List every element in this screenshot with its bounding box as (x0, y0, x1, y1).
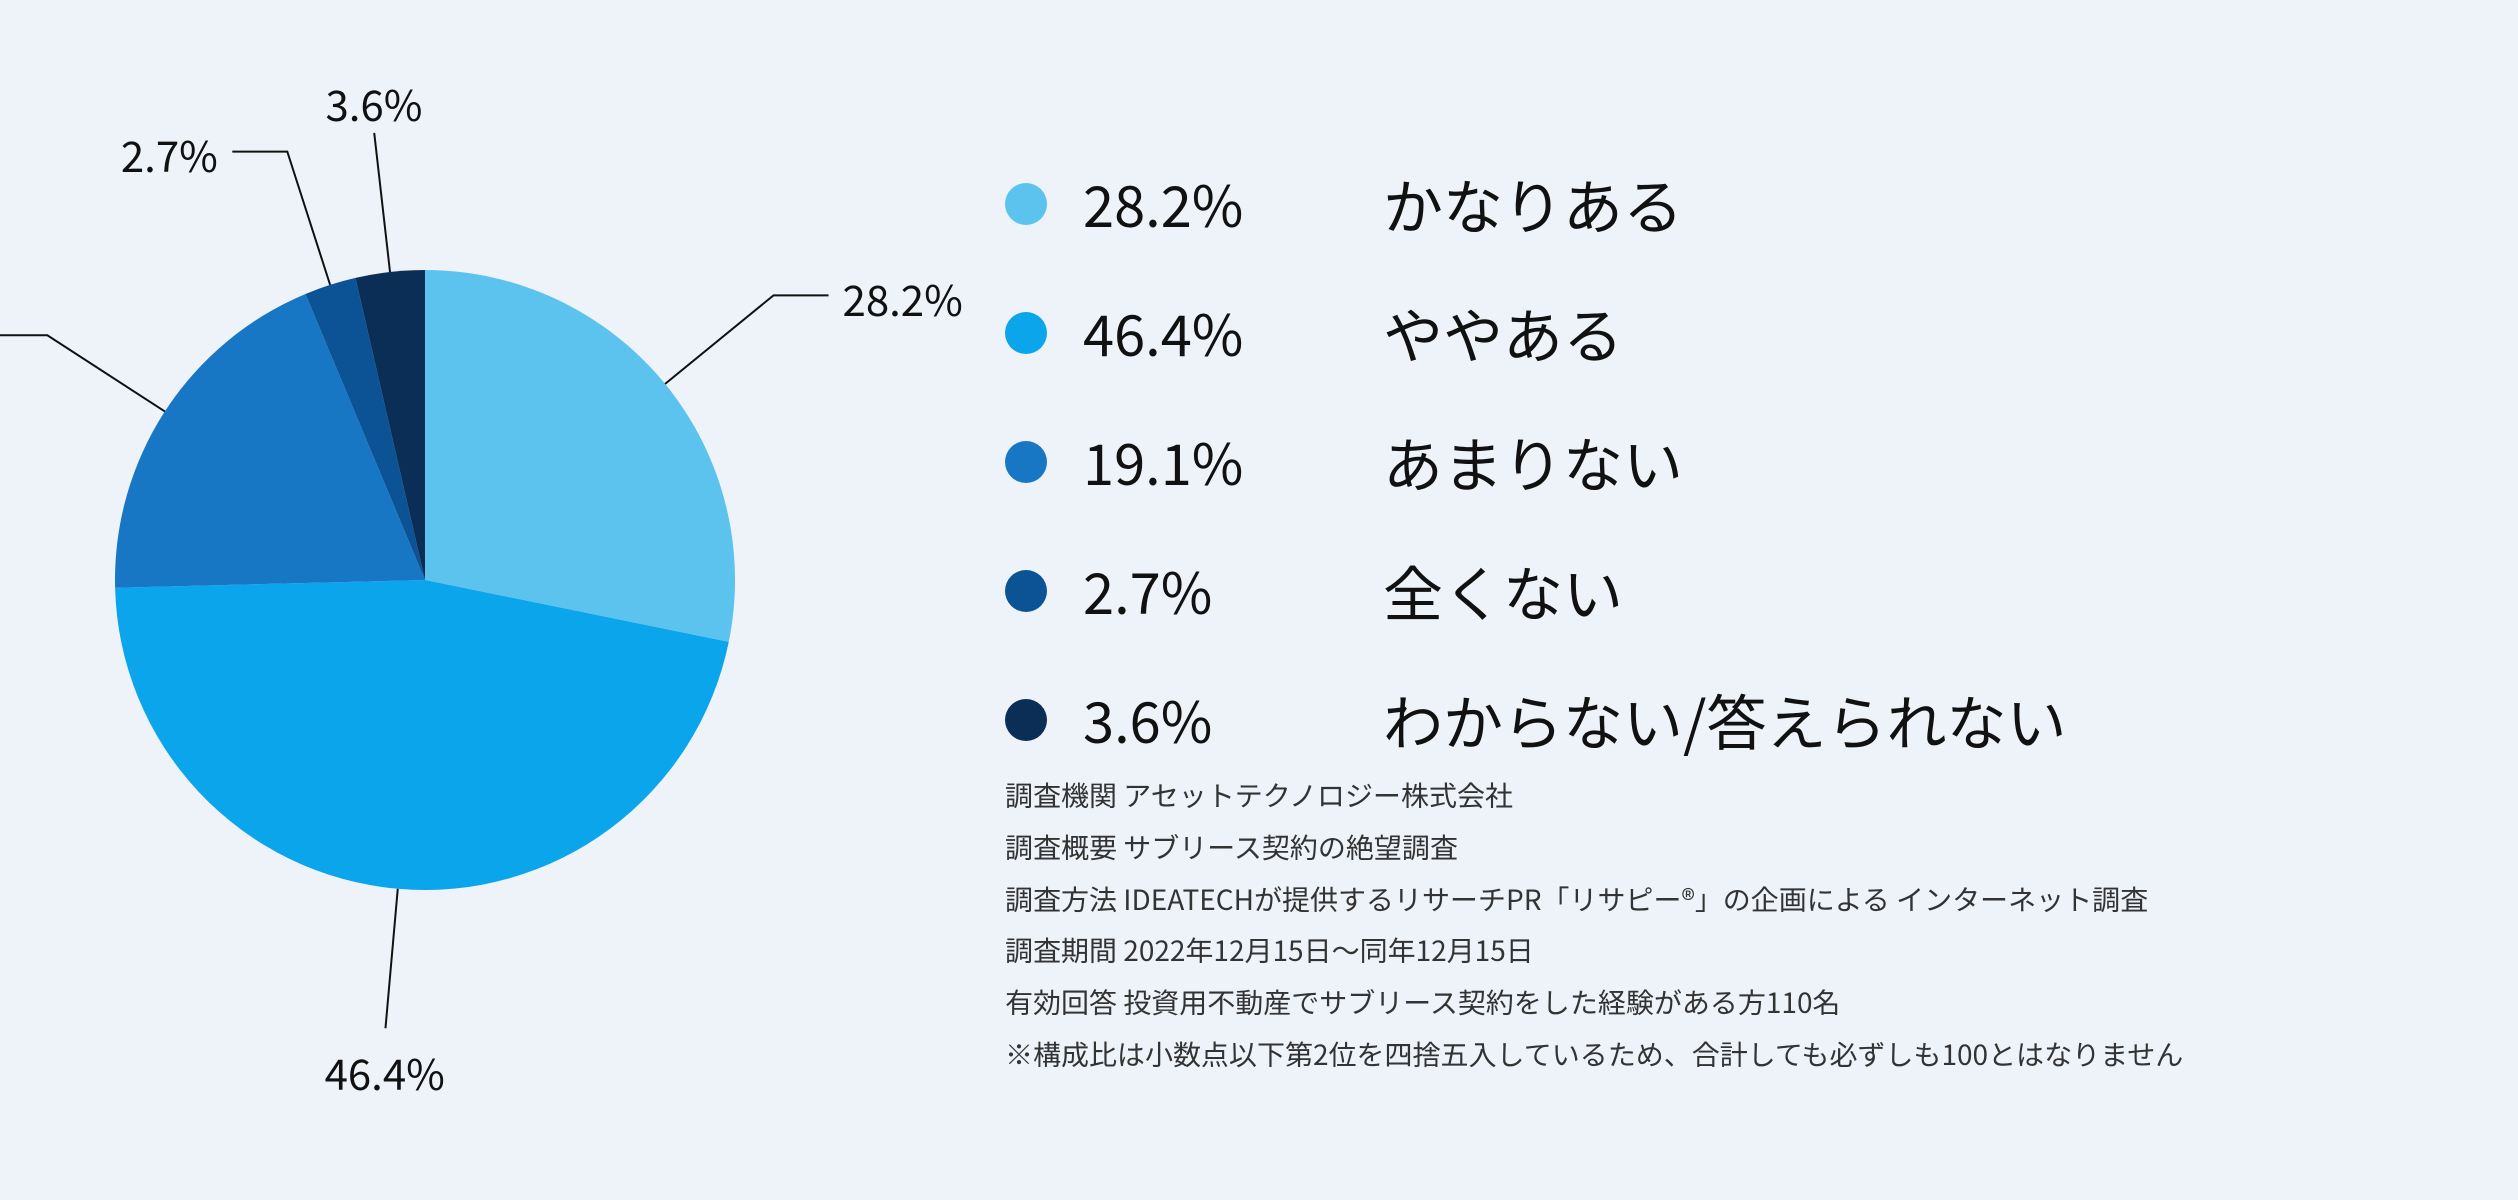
meta-line: 調査機関 アセットテクノロジー株式会社 (1005, 770, 2183, 822)
legend-percent: 28.2% (1083, 163, 1383, 244)
legend-swatch (1005, 570, 1047, 612)
legend-row: 19.1%あまりない (1005, 418, 2067, 505)
callout-label: 28.2% (843, 268, 963, 329)
pie-slice (425, 270, 735, 642)
legend-swatch (1005, 441, 1047, 483)
callout-label: 3.6% (325, 73, 422, 134)
meta-line: ※構成比は小数点以下第2位を四捨五入しているため、合計しても必ずしも100とはな… (1005, 1029, 2183, 1081)
callout-leader (0, 335, 165, 411)
chart-stage: 28.2%かなりある46.4%ややある19.1%あまりない2.7%全くない3.6… (0, 0, 2518, 1200)
legend-percent: 2.7% (1083, 550, 1383, 631)
legend-percent: 19.1% (1083, 421, 1383, 502)
legend-label: あまりない (1383, 418, 1683, 505)
meta-line: 調査方法 IDEATECHが提供するリサーチPR「リサピー®」の企画による イン… (1005, 874, 2183, 926)
legend-row: 28.2%かなりある (1005, 160, 2067, 247)
callout-leader (232, 152, 330, 285)
survey-meta: 調査機関 アセットテクノロジー株式会社調査概要 サブリース契約の絶望調査調査方法… (1005, 770, 2183, 1081)
legend-label: わからない/答えられない (1383, 676, 2067, 763)
callout-label: 2.7% (121, 124, 218, 185)
meta-line: 有効回答 投資用不動産でサブリース契約をした経験がある方110名 (1005, 977, 2183, 1029)
legend-label: かなりある (1383, 160, 1683, 247)
legend-percent: 46.4% (1083, 292, 1383, 373)
legend-row: 3.6%わからない/答えられない (1005, 676, 2067, 763)
legend-swatch (1005, 183, 1047, 225)
legend-label: 全くない (1383, 547, 1623, 634)
callout-leader (374, 133, 390, 272)
legend-swatch (1005, 699, 1047, 741)
callout-label: 46.4% (325, 1042, 445, 1103)
pie-slice (115, 580, 729, 890)
meta-line: 調査概要 サブリース契約の絶望調査 (1005, 822, 2183, 874)
legend-row: 2.7%全くない (1005, 547, 2067, 634)
legend-row: 46.4%ややある (1005, 289, 2067, 376)
legend-swatch (1005, 312, 1047, 354)
callout-leader (385, 889, 397, 1028)
legend: 28.2%かなりある46.4%ややある19.1%あまりない2.7%全くない3.6… (1005, 160, 2067, 805)
callout-leader (665, 295, 828, 384)
legend-label: ややある (1383, 289, 1623, 376)
meta-line: 調査期間 2022年12月15日〜同年12月15日 (1005, 925, 2183, 977)
legend-percent: 3.6% (1083, 679, 1383, 760)
